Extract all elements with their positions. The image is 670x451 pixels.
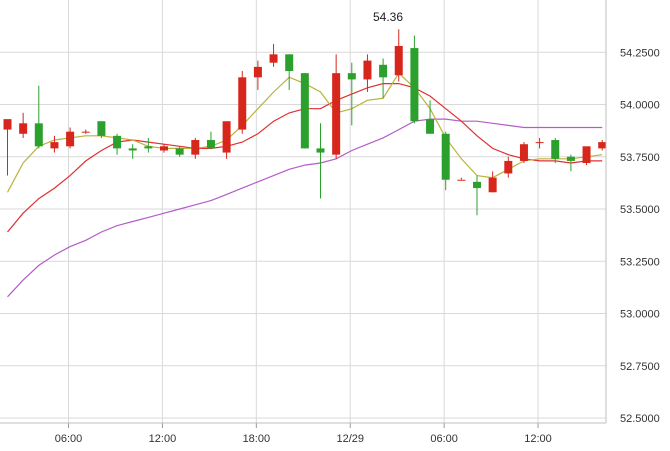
candle-up [19, 112, 28, 138]
candle-body [488, 177, 497, 193]
candle-body [582, 146, 591, 164]
candle-down [379, 58, 388, 99]
candle-down [285, 54, 294, 90]
candle-body [441, 133, 450, 180]
candle-up [222, 121, 231, 159]
candle-body [19, 123, 28, 134]
candle-body [457, 179, 466, 181]
candle-body [347, 73, 356, 80]
candle-body [394, 45, 403, 76]
high-annotation: 54.36 [373, 10, 403, 24]
candle-up [363, 54, 372, 92]
candle-body [363, 60, 372, 80]
candle-up [269, 43, 278, 67]
candle-body [551, 140, 560, 159]
x-tick-label: 06:00 [430, 433, 458, 445]
candle-body [379, 64, 388, 78]
candle-up [50, 135, 59, 153]
candle-body [206, 140, 215, 149]
candle-body [269, 54, 278, 63]
candle-down [34, 85, 43, 149]
candle-body [566, 156, 575, 161]
x-tick-label: 06:00 [55, 433, 83, 445]
x-tick-label: 18:00 [243, 433, 271, 445]
candle-down [566, 154, 575, 172]
candle-body [160, 146, 168, 151]
axes: 54.2500 54.0000 53.7500 53.5000 53.2500 53.00… [0, 0, 660, 445]
candle-up [332, 54, 341, 159]
candle-up [504, 156, 513, 178]
candle-body [238, 77, 247, 130]
candle-body [3, 119, 12, 130]
candle-body [113, 135, 122, 149]
candle-down [206, 131, 215, 149]
candle-up [394, 29, 403, 82]
candle-up [191, 137, 200, 159]
candle-body [285, 54, 294, 72]
candle-down [551, 137, 560, 164]
candle-up [81, 129, 90, 134]
candle-down [410, 35, 419, 124]
candle-up [3, 119, 12, 176]
candle-down [426, 100, 435, 134]
candle-up [238, 71, 247, 134]
grid [0, 0, 606, 423]
candle-body [50, 142, 59, 149]
candle-body [175, 148, 184, 155]
candle-body [504, 160, 513, 174]
y-tick-label: 53.0000 [620, 309, 660, 321]
candle-up [598, 140, 607, 151]
y-tick-label: 54.2500 [620, 47, 660, 59]
x-tick-label: 12:00 [524, 433, 552, 445]
candle-down [144, 137, 153, 153]
candle-up [457, 177, 466, 181]
candle-down [128, 144, 137, 159]
candles [3, 29, 607, 216]
candle-body [222, 121, 231, 153]
candle-up [535, 137, 544, 149]
candle-body [426, 119, 435, 134]
candle-down [316, 123, 325, 199]
candle-down [97, 121, 106, 138]
candle-body [519, 144, 528, 161]
candle-up [253, 60, 262, 90]
candle-down [175, 146, 184, 157]
candle-body [598, 142, 607, 149]
candle-body [535, 142, 544, 144]
y-tick-label: 53.2500 [620, 256, 660, 268]
candle-body [253, 66, 262, 78]
candle-body [473, 181, 481, 189]
candle-body [34, 123, 43, 147]
candle-up [582, 146, 591, 166]
x-tick-label: 12:00 [149, 433, 177, 445]
y-tick-label: 52.7500 [620, 361, 660, 373]
candle-body [332, 73, 341, 155]
candle-up [66, 127, 75, 149]
y-tick-label: 53.7500 [620, 152, 660, 164]
candle-up [160, 144, 168, 153]
candle-down [441, 131, 450, 191]
candle-body [316, 148, 325, 153]
candle-down [473, 175, 481, 216]
candle-body [66, 131, 75, 147]
candle-down [113, 133, 122, 155]
ma-slow-line [7, 118, 603, 298]
candle-body [128, 148, 137, 151]
candle-body [191, 140, 200, 155]
candle-body [410, 48, 419, 122]
candle-body [300, 73, 309, 149]
x-tick-label: 12/29 [336, 433, 364, 445]
candle-down [300, 73, 309, 149]
candle-body [144, 146, 153, 149]
y-tick-label: 53.5000 [620, 204, 660, 216]
y-tick-label: 52.5000 [620, 413, 660, 425]
candle-down [347, 62, 356, 126]
y-tick-label: 54.0000 [620, 100, 660, 112]
candle-body [81, 131, 90, 133]
candle-body [97, 121, 106, 136]
candle-up [519, 142, 528, 164]
candle-up [488, 171, 497, 193]
